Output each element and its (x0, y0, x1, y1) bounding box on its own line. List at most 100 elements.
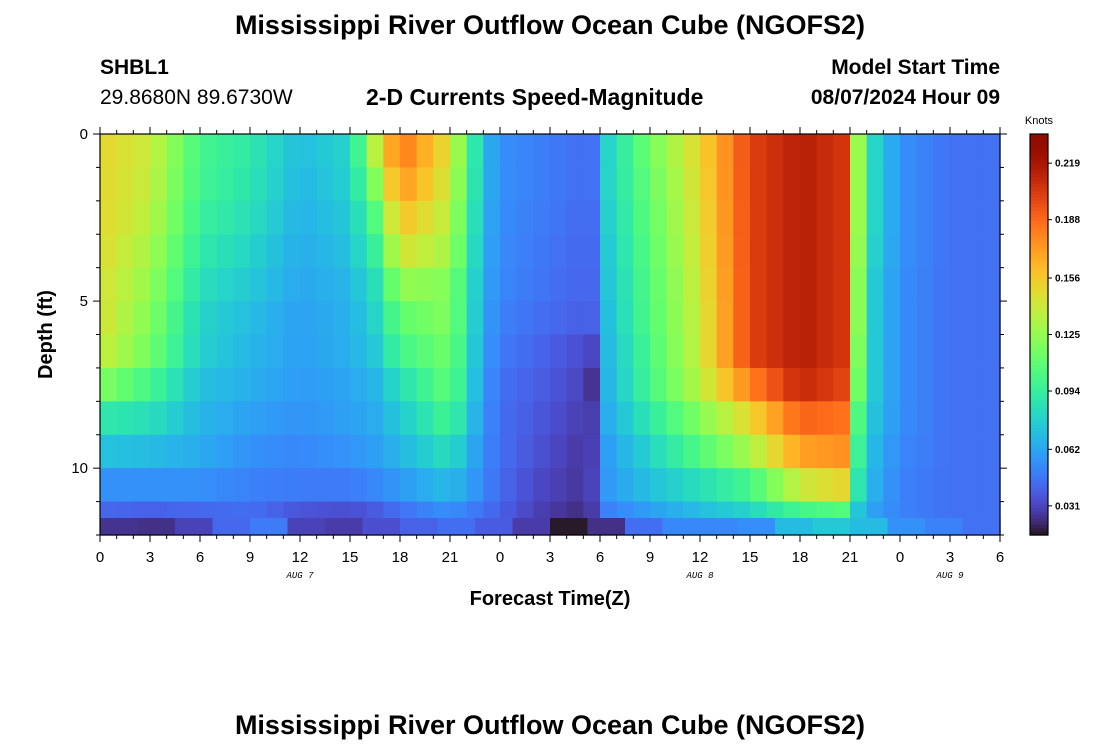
heatmap-cell (983, 267, 1001, 302)
heatmap-cell (816, 167, 834, 202)
heatmap-cell (650, 301, 668, 336)
colorbar-segment (1030, 277, 1048, 282)
x-tick-label: 15 (742, 549, 759, 566)
heatmap-cell (516, 267, 534, 302)
heatmap-cell (650, 367, 668, 402)
heatmap-cell (500, 134, 518, 169)
heatmap-cell (783, 468, 801, 503)
colorbar-segment (1030, 144, 1048, 148)
heatmap-cell (150, 334, 168, 369)
y-axis-label: Depth (ft) (35, 290, 57, 379)
colorbar-segment (1030, 484, 1048, 489)
heatmap-cell (433, 234, 451, 269)
heatmap-chart: 0 3 6 9 12 15 18 21 0 3 6 9 12 15 18 21 0 3 6 AUG 7 AUG 8 AUG… (35, 115, 1080, 610)
heatmap-cell (183, 167, 201, 202)
heatmap-cell (416, 167, 434, 202)
chart-title-repeat: Mississippi River Outflow Ocean Cube (NG… (234, 710, 866, 740)
heatmap-cell (300, 200, 318, 235)
colorbar-segment (1030, 180, 1048, 185)
heatmap-cell (616, 367, 634, 402)
heatmap-cell (666, 200, 684, 235)
colorbar-segment (1030, 170, 1048, 175)
colorbar-segment (1030, 448, 1048, 453)
heatmap-cell (333, 434, 351, 469)
heatmap-cell (833, 401, 851, 436)
heatmap-cell (200, 301, 218, 336)
x-tick-label: 0 (896, 549, 904, 566)
heatmap-cell (450, 401, 468, 436)
heatmap-cell (583, 267, 601, 302)
heatmap-cell (350, 267, 368, 302)
colorbar-segment (1030, 528, 1048, 533)
heatmap-cell (500, 267, 518, 302)
heatmap-cell (316, 267, 334, 302)
heatmap-cell (100, 200, 118, 235)
heatmap-cell (466, 134, 484, 169)
colorbar-segment (1030, 341, 1048, 346)
heatmap-cell (650, 334, 668, 369)
heatmap-cell (300, 468, 318, 503)
heatmap-cell (666, 468, 684, 503)
heatmap-cell (466, 468, 484, 503)
heatmap-cell (883, 167, 901, 202)
heatmap-cell (983, 401, 1001, 436)
heatmap-cell (400, 518, 439, 535)
heatmap-cell (200, 401, 218, 436)
heatmap-cell (833, 334, 851, 369)
heatmap-cell (433, 267, 451, 302)
heatmap-cell (183, 134, 201, 169)
heatmap-cell (833, 134, 851, 169)
colorbar-segment (1030, 157, 1048, 162)
x-tick-label: 3 (946, 549, 954, 566)
heatmap-cell (816, 301, 834, 336)
heatmap-cell (716, 167, 734, 202)
heatmap-cell (350, 134, 368, 169)
heatmap-cell (587, 518, 626, 535)
heatmap-cell (266, 267, 284, 302)
heatmap-cell (850, 200, 868, 235)
heatmap-cell (433, 134, 451, 169)
heatmap-cell (566, 134, 584, 169)
colorbar-segment (1030, 274, 1048, 279)
colorbar-segment (1030, 197, 1048, 202)
heatmap-cell (983, 334, 1001, 369)
heatmap-cell (466, 434, 484, 469)
heatmap-cell (983, 234, 1001, 269)
heatmap-cell (433, 468, 451, 503)
heatmap-cell (550, 167, 568, 202)
heatmap-cell (633, 301, 651, 336)
colorbar-segment (1030, 408, 1048, 412)
colorbar-segment (1030, 194, 1048, 199)
heatmap-cell (733, 200, 751, 235)
x-tick-label: 18 (792, 549, 809, 566)
colorbar-segment (1030, 314, 1048, 319)
colorbar-tick-label: 0.156 (1055, 273, 1080, 284)
heatmap-cell (950, 134, 968, 169)
heatmap-cell (200, 167, 218, 202)
colorbar-segment (1030, 207, 1048, 212)
heatmap-cell (833, 167, 851, 202)
heatmap-cell (483, 267, 501, 302)
colorbar-segment (1030, 394, 1048, 399)
heatmap-cell (216, 167, 234, 202)
heatmap-cell (550, 267, 568, 302)
colorbar-segment (1030, 337, 1048, 342)
heatmap-cell (400, 401, 418, 436)
heatmap-cell (933, 334, 951, 369)
heatmap-cell (516, 367, 534, 402)
heatmap-cell (133, 134, 151, 169)
heatmap-cell (316, 334, 334, 369)
heatmap-cell (116, 468, 134, 503)
colorbar-segment (1030, 344, 1048, 349)
heatmap-cell (683, 434, 701, 469)
heatmap-cell (933, 301, 951, 336)
heatmap-cell (800, 167, 818, 202)
heatmap-cell (900, 134, 918, 169)
heatmap-cell (516, 401, 534, 436)
heatmap-cell (233, 134, 251, 169)
heatmap-cell (933, 234, 951, 269)
heatmap-cell (716, 468, 734, 503)
heatmap-cell (333, 367, 351, 402)
heatmap-cell (250, 434, 268, 469)
colorbar-segment (1030, 287, 1048, 292)
